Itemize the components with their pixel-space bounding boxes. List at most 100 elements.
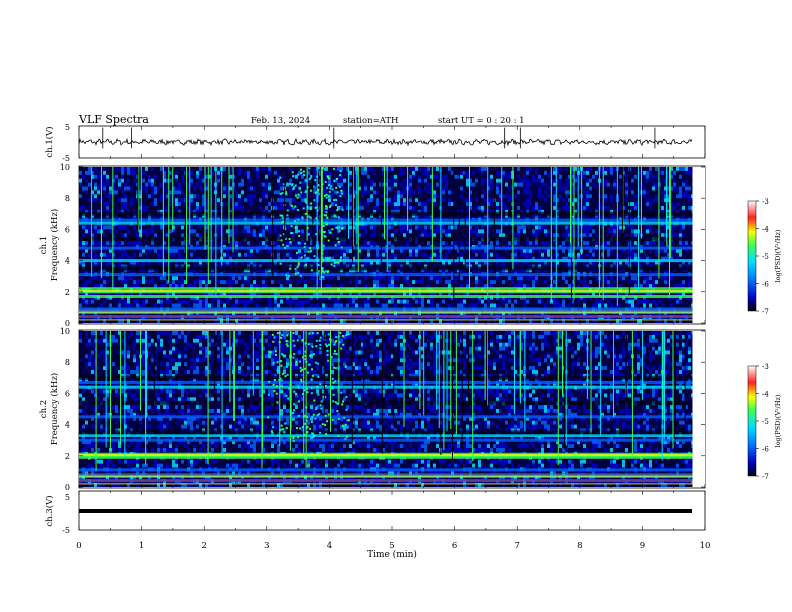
- spec1-cell: [190, 229, 193, 234]
- spec1-cell: [244, 299, 247, 304]
- spec1-cell: [589, 256, 592, 261]
- spec1-cell: [400, 248, 403, 253]
- spec1-cell: [445, 229, 448, 234]
- spec2-cell: [94, 346, 97, 351]
- spec1-burst-dot: [286, 214, 289, 217]
- spec1-cell: [661, 206, 664, 210]
- spec1-cell: [94, 241, 97, 245]
- spec1-cell: [160, 182, 163, 187]
- spec2-cell: [142, 334, 145, 339]
- spec2-cell: [214, 444, 217, 448]
- spec1-cell: [136, 284, 139, 288]
- spec1-cell: [517, 284, 520, 288]
- spec1-cell: [598, 303, 601, 308]
- spec1-cell: [91, 170, 94, 175]
- spec1-cell: [319, 284, 322, 288]
- spec1-cell: [235, 241, 238, 245]
- spec1-cell: [280, 225, 283, 230]
- spec1-cell: [532, 178, 535, 183]
- spec1-cell: [91, 291, 94, 296]
- spec1-cell: [172, 248, 175, 253]
- spec1-cell: [409, 284, 412, 288]
- spec1-cell: [682, 280, 685, 284]
- spec1-cell: [118, 241, 121, 245]
- spec1-cell: [529, 241, 532, 245]
- spec2-cell: [130, 370, 133, 374]
- spec2-cell: [79, 334, 82, 339]
- spec1-cell: [238, 252, 241, 257]
- spec1-cell: [301, 198, 304, 203]
- spec1-burst-dot: [298, 234, 301, 237]
- spec1-cell: [82, 241, 85, 245]
- spec2-cell: [214, 389, 217, 394]
- spec1-cell: [652, 291, 655, 296]
- spec1-cell: [490, 202, 493, 206]
- spec2-cell: [103, 354, 106, 359]
- spec1-cell: [469, 182, 472, 187]
- spec1-cell: [229, 170, 232, 175]
- spec1-cell: [529, 319, 532, 323]
- spec1-cell: [523, 299, 526, 304]
- ch1-spec-ylabel-channel: ch.1: [39, 236, 49, 254]
- spec2-cell: [121, 366, 124, 370]
- spec1-cell: [517, 280, 520, 284]
- spec2-cell: [193, 412, 196, 417]
- spec1-burst-dot: [324, 235, 327, 238]
- spec2-cell: [142, 354, 145, 359]
- spec1-cell: [550, 319, 553, 323]
- spec1-cell: [619, 174, 622, 179]
- spec1-cell: [346, 206, 349, 210]
- spec2-cell: [172, 358, 175, 363]
- spec1-cell: [523, 186, 526, 191]
- spec1-cell: [256, 284, 259, 288]
- spec1-cell: [448, 280, 451, 284]
- spec1-cell: [97, 319, 100, 323]
- spec1-cell: [493, 280, 496, 284]
- spec1-cell: [271, 319, 274, 323]
- spec1-cell: [169, 252, 172, 257]
- spec1-cell: [388, 186, 391, 191]
- spec1-cell: [94, 198, 97, 203]
- spec1-cell: [307, 229, 310, 234]
- spec1-cell: [472, 256, 475, 261]
- spec1-cell: [646, 198, 649, 203]
- spec1-cell: [265, 194, 268, 199]
- spec2-cell: [169, 393, 172, 398]
- spec1-cell: [391, 252, 394, 257]
- spec2-cell: [133, 354, 136, 359]
- spec1-cell: [472, 248, 475, 253]
- spec1-cell: [238, 291, 241, 296]
- spec2-cell: [208, 334, 211, 339]
- spec1-cell: [517, 225, 520, 230]
- spec1-cell: [517, 167, 520, 171]
- spec1-cell: [562, 233, 565, 238]
- spec1-burst-dot: [322, 230, 325, 233]
- spec1-cell: [649, 225, 652, 230]
- spec1-cell: [130, 284, 133, 288]
- spec1-cell: [178, 186, 181, 191]
- spec1-cell: [130, 202, 133, 206]
- spec1-cell: [145, 252, 148, 257]
- spec1-cell: [631, 252, 634, 257]
- spec1-cell: [229, 198, 232, 203]
- spec2-cell: [184, 416, 187, 421]
- spec2-cell: [139, 416, 142, 421]
- spec1-cell: [262, 260, 265, 265]
- spec1-cell: [166, 260, 169, 265]
- spec2-cell: [190, 483, 193, 487]
- spec1-cell: [163, 174, 166, 179]
- spec1-cell: [349, 225, 352, 230]
- spec1-cell: [496, 260, 499, 265]
- spec2-cell: [166, 424, 169, 429]
- spec1-cell: [91, 233, 94, 238]
- spec1-cell: [589, 186, 592, 191]
- spec1-cell: [301, 276, 304, 281]
- spec2-cell: [184, 389, 187, 394]
- spec1-cell: [205, 284, 208, 288]
- spec1-cell: [256, 167, 259, 171]
- spec1-cell: [667, 198, 670, 203]
- spec1-cell: [490, 241, 493, 245]
- spec1-cell: [88, 229, 91, 234]
- spec1-cell: [541, 252, 544, 257]
- spec1-cell: [244, 276, 247, 281]
